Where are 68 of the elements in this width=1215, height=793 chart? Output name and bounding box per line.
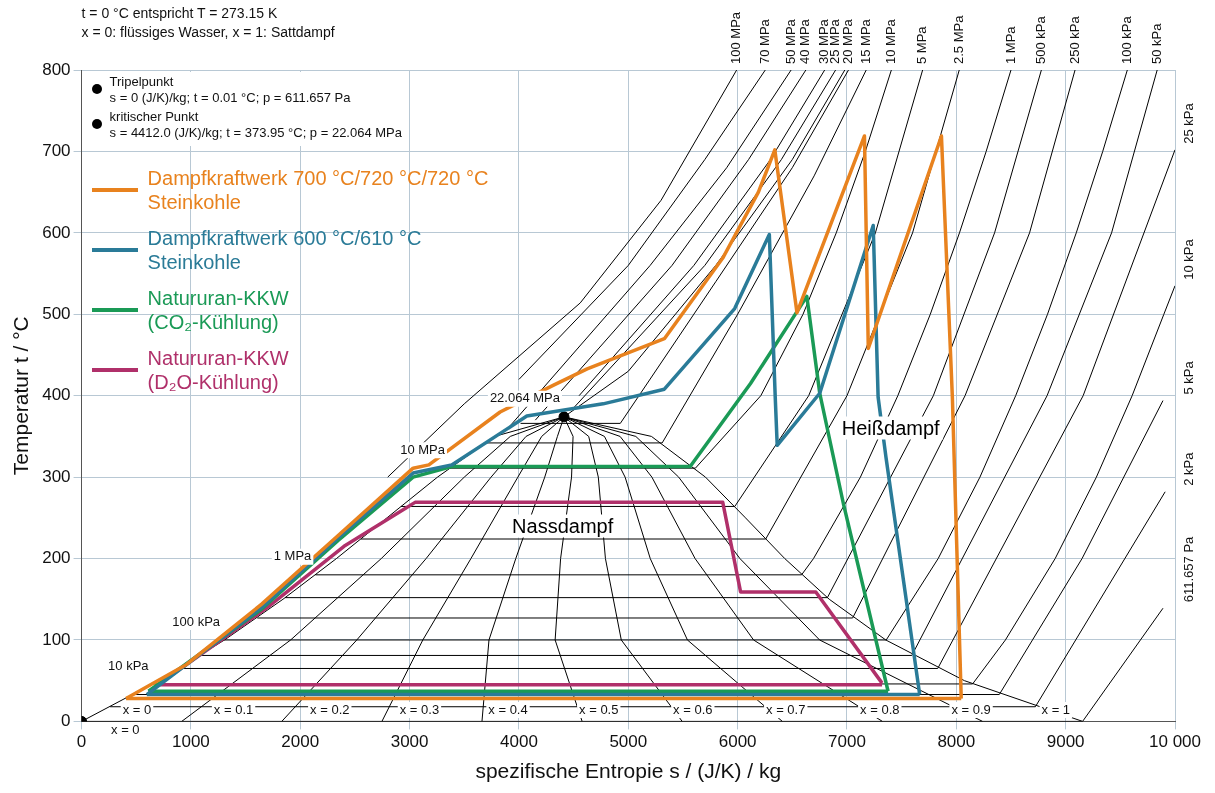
y-tick-label: 100 bbox=[42, 629, 71, 649]
annotation: 10 kPa bbox=[108, 657, 150, 673]
text: x = 0: flüssiges Wasser, x = 1: Sattdampf bbox=[81, 23, 335, 42]
annotation: 25 kPa bbox=[1180, 102, 1196, 144]
x-tick-label: 0 bbox=[76, 732, 87, 752]
y-tick-label: 200 bbox=[42, 548, 71, 568]
annotation: 10 MPa bbox=[400, 441, 446, 457]
annotation: 25 MPa bbox=[827, 18, 843, 64]
annotation: x = 0.7 bbox=[766, 701, 806, 717]
annotation: x = 0.3 bbox=[399, 701, 440, 717]
x-tick-label: 5000 bbox=[609, 732, 648, 752]
annotation: 20 MPa bbox=[840, 18, 856, 64]
annotation: 22.064 MPa bbox=[489, 390, 561, 406]
x-tick-label: 4000 bbox=[500, 732, 538, 752]
y-tick-label: 300 bbox=[42, 466, 71, 486]
x-tick-label: 1000 bbox=[171, 732, 210, 752]
x-tick-label: 9000 bbox=[1046, 732, 1085, 752]
annotation: Nassdampf bbox=[509, 514, 617, 538]
annotation: 70 MPa bbox=[756, 18, 772, 64]
y-tick-label: 800 bbox=[42, 59, 71, 79]
annotation: 50 kPa bbox=[1148, 22, 1164, 64]
legend-label: Natururan-KKW (CO₂-Kühlung) bbox=[147, 286, 289, 334]
annotation: 100 MPa bbox=[728, 11, 744, 64]
annotation: 611.657 Pa bbox=[1180, 535, 1196, 603]
annotation: 100 kPa bbox=[1118, 15, 1134, 64]
annotation: 1 MPa bbox=[273, 548, 313, 564]
y-tick-label: 400 bbox=[42, 385, 71, 405]
annotation: 15 MPa bbox=[857, 18, 873, 64]
y-tick-label: 700 bbox=[42, 141, 71, 161]
x-tick-label: 8000 bbox=[937, 732, 976, 752]
annotation: 2.5 MPa bbox=[950, 14, 966, 64]
annotation: x = 1 bbox=[1041, 701, 1071, 717]
annotation: x = 0.8 bbox=[860, 701, 900, 717]
y-tick-label: 0 bbox=[61, 711, 71, 731]
annotation: x = 0.5 bbox=[579, 701, 619, 717]
annotation: 2 kPa bbox=[1180, 451, 1196, 486]
annotation: 5 MPa bbox=[914, 25, 930, 64]
annotation: x = 0.6 bbox=[673, 701, 713, 717]
annotation: Heißdampf bbox=[838, 416, 943, 440]
legend-label: Dampfkraftwerk 700 °C/720 °C/720 °C Steinkohle bbox=[147, 166, 489, 214]
legend-label: kritischer Punkt s = 4412.0 (J/K)/kg; t = 373.95 °C; p = 22.064 MPa bbox=[109, 109, 403, 141]
annotation: x = 0.1 bbox=[213, 701, 254, 717]
x-tick-label: 6000 bbox=[718, 732, 757, 752]
x-tick-label: 2000 bbox=[281, 732, 320, 752]
y-axis-title: Temperatur t / °C bbox=[9, 316, 33, 476]
x-tick-label: 3000 bbox=[390, 732, 429, 752]
y-tick-label: 500 bbox=[42, 303, 71, 323]
annotation: 1 MPa bbox=[1002, 25, 1018, 64]
y-tick-label: 600 bbox=[42, 222, 71, 242]
annotation: 500 kPa bbox=[1032, 15, 1048, 64]
annotation: x = 0.2 bbox=[310, 701, 350, 717]
annotation: 40 MPa bbox=[797, 18, 813, 64]
annotation: x = 0 bbox=[111, 722, 140, 738]
annotation: 100 kPa bbox=[172, 613, 221, 629]
annotation: 50 MPa bbox=[782, 18, 798, 64]
legend-label: Natururan-KKW (D₂O-Kühlung) bbox=[147, 346, 289, 394]
annotation: x = 0.9 bbox=[951, 701, 991, 717]
annotation: 250 kPa bbox=[1066, 15, 1082, 64]
text: t = 0 °C entspricht T = 273.15 K bbox=[81, 4, 279, 23]
annotation: x = 0 bbox=[122, 701, 152, 717]
legend-label: Dampfkraftwerk 600 °C/610 °C Steinkohle bbox=[147, 226, 422, 274]
x-tick-label: 10 000 bbox=[1149, 732, 1201, 752]
annotation: 10 MPa bbox=[882, 18, 898, 64]
x-tick-label: 7000 bbox=[828, 732, 866, 752]
annotation: 5 kPa bbox=[1180, 360, 1196, 395]
annotation: 10 kPa bbox=[1180, 238, 1196, 280]
annotation: x = 0.4 bbox=[488, 701, 528, 717]
x-axis-title: spezifische Entropie s / (J/K) / kg bbox=[475, 759, 782, 783]
